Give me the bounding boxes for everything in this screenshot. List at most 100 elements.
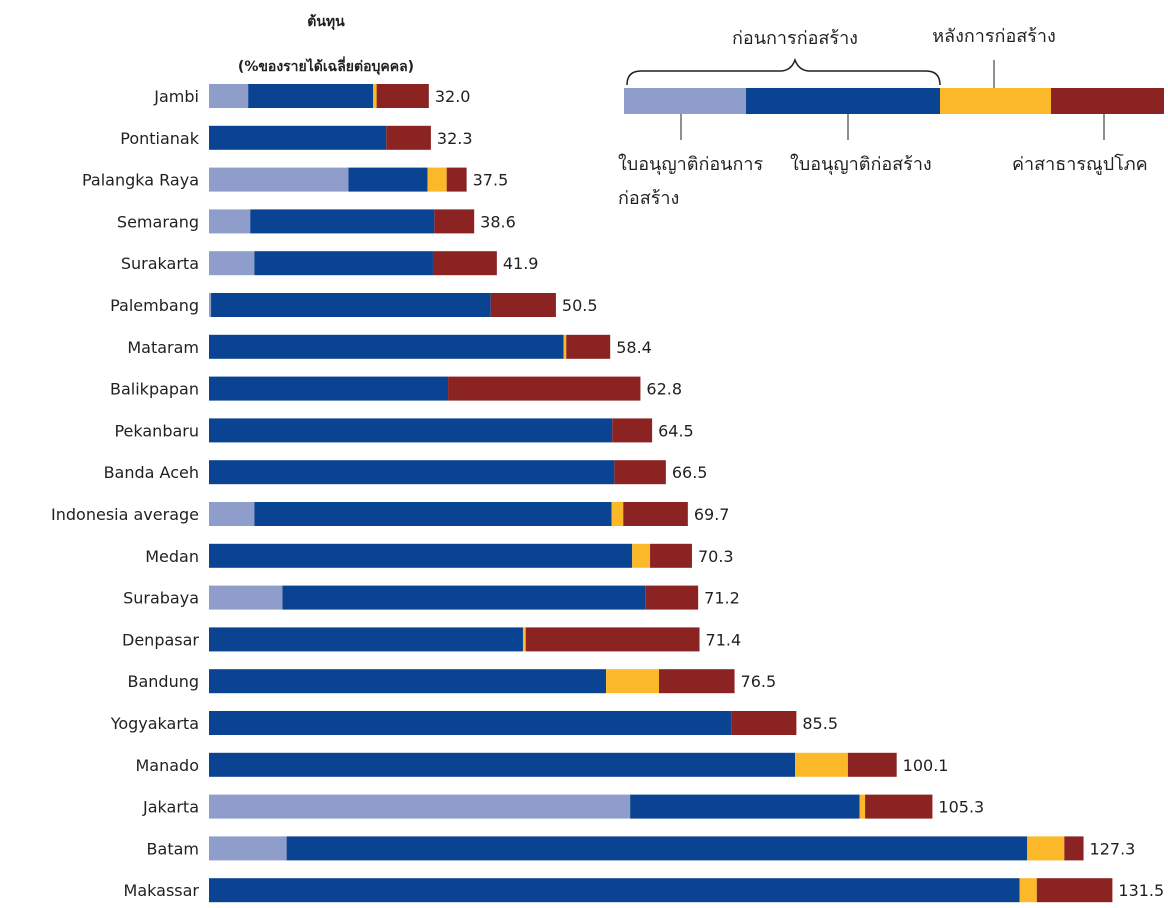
category-label: Denpasar (122, 630, 199, 649)
bar-segment-building-permit (209, 125, 387, 150)
category-label: Batam (147, 839, 199, 858)
legend-pre-brace (626, 57, 941, 86)
bar-segment-building-permit (254, 251, 433, 276)
bar-segment-building-permit (348, 167, 428, 192)
legend-post-group-label: หลังการก่อสร้าง (932, 26, 1056, 47)
bar-segment-post-construction (522, 627, 526, 652)
value-label: 100.1 (903, 756, 949, 775)
value-label: 32.0 (435, 87, 471, 106)
bar-segment-pre-permit (209, 293, 212, 317)
bar-segment-utilities (612, 418, 653, 443)
bar-segment-building-permit (209, 460, 615, 485)
value-label: 41.9 (503, 254, 539, 273)
bar-segment-utilities (490, 293, 556, 317)
bar-segment-post-construction (427, 167, 447, 192)
bar-segment-building-permit (286, 836, 1028, 861)
category-label: Palembang (110, 296, 199, 315)
bar-segment-building-permit (209, 752, 796, 777)
bar-segment-post-construction (611, 502, 624, 526)
category-label: Manado (136, 756, 200, 775)
legend-swatch-building-permit (746, 88, 940, 114)
category-label: Jambi (153, 87, 199, 106)
value-label: 58.4 (616, 338, 652, 357)
bar-segment-utilities (1036, 878, 1113, 903)
bar-segment-building-permit (630, 794, 860, 819)
bar-segment-building-permit (211, 293, 491, 317)
bar-segment-building-permit (209, 334, 564, 359)
category-label: Pontianak (120, 129, 199, 148)
bar-segment-building-permit (209, 543, 633, 568)
value-label: 32.3 (437, 129, 473, 148)
bar-segment-post-construction (1027, 836, 1065, 861)
value-label: 76.5 (741, 672, 777, 691)
bar-segment-building-permit (248, 84, 374, 108)
bar-segment-building-permit (209, 627, 523, 652)
bar-segment-utilities (446, 167, 467, 192)
bar-segment-post-construction (373, 84, 377, 108)
bar-segment-building-permit (209, 376, 449, 401)
category-label: Surabaya (123, 589, 199, 608)
value-label: 38.6 (480, 212, 516, 231)
value-label: 70.3 (698, 547, 734, 566)
bar-segment-post-construction (795, 752, 848, 777)
bar-segment-utilities (847, 752, 897, 777)
category-label: Palangka Raya (82, 171, 199, 190)
legend-swatch-pre-permit (624, 88, 746, 114)
category-label: Indonesia average (51, 505, 199, 524)
category-label: Bandung (127, 672, 199, 691)
bar-segment-utilities (525, 627, 700, 652)
value-label: 37.5 (473, 171, 509, 190)
bar-segment-utilities (614, 460, 666, 485)
bar-segment-post-construction (859, 794, 866, 819)
bar-segment-building-permit (209, 669, 607, 694)
category-label: Makassar (124, 881, 200, 900)
legend-label-building-permit: ใบอนุญาติก่อสร้าง (790, 153, 932, 175)
bar-rows: Jambi 32.0 Pontianak 32.3 Palangka Raya 37.5 S… (51, 84, 1164, 903)
bar-segment-pre-permit (209, 794, 631, 819)
value-label: 50.5 (562, 296, 598, 315)
bar-segment-utilities (376, 84, 429, 108)
bar-segment-utilities (448, 376, 641, 401)
bar-segment-utilities (386, 125, 431, 150)
bar-segment-pre-permit (209, 251, 255, 276)
bar-segment-utilities (623, 502, 688, 526)
bar-segment-post-construction (606, 669, 659, 694)
chart-subtitle: (%ของรายได้เฉลี่ยต่อบุคคล) (238, 56, 414, 75)
value-label: 127.3 (1090, 839, 1136, 858)
legend-label-utilities: ค่าสาธารณูปโภค (1012, 153, 1148, 175)
bar-segment-pre-permit (209, 167, 349, 192)
bar-segment-utilities (566, 334, 611, 359)
category-label: Yogyakarta (110, 714, 199, 733)
bar-segment-utilities (645, 585, 699, 610)
value-label: 64.5 (658, 421, 694, 440)
value-label: 62.8 (646, 380, 682, 399)
bar-segment-pre-permit (209, 585, 283, 610)
value-label: 85.5 (802, 714, 838, 733)
value-label: 71.2 (704, 589, 740, 608)
legend-label-pre-permit: ใบอนุญาติก่อนการก่อสร้าง (618, 153, 763, 209)
value-label: 105.3 (938, 798, 984, 817)
bar-segment-building-permit (282, 585, 646, 610)
category-label: Surakarta (121, 254, 199, 273)
bar-segment-post-construction (563, 334, 567, 359)
value-label: 69.7 (694, 505, 730, 524)
bar-segment-utilities (434, 209, 475, 234)
bar-segment-utilities (865, 794, 933, 819)
bar-segment-pre-permit (209, 502, 255, 526)
category-label: Mataram (127, 338, 199, 357)
value-label: 66.5 (672, 463, 708, 482)
bar-segment-building-permit (209, 711, 732, 735)
bar-segment-utilities (432, 251, 497, 276)
bar-segment-utilities (650, 543, 692, 568)
category-label: Balikpapan (110, 380, 199, 399)
bar-segment-building-permit (250, 209, 435, 234)
value-label: 71.4 (706, 630, 742, 649)
bar-segment-utilities (1064, 836, 1084, 861)
bar-segment-building-permit (209, 418, 613, 443)
bar-segment-post-construction (1019, 878, 1037, 903)
bar-segment-post-construction (632, 543, 651, 568)
bar-segment-building-permit (209, 878, 1020, 903)
bar-segment-pre-permit (209, 84, 249, 108)
category-label: Semarang (117, 212, 199, 231)
